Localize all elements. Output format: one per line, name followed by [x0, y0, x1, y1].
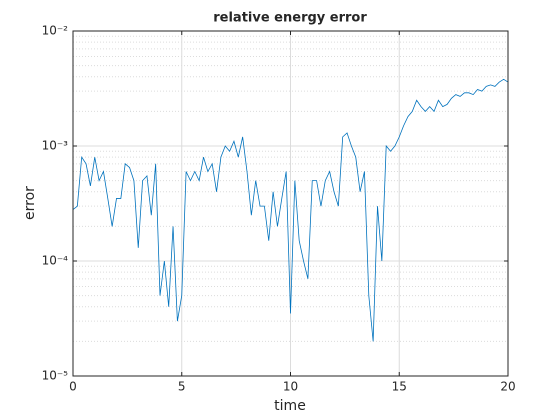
y-tick-label: 10⁻³ [42, 139, 69, 153]
x-tick-label: 0 [69, 380, 77, 394]
x-tick-label: 15 [392, 380, 407, 394]
y-tick-label: 10⁻⁵ [42, 369, 69, 383]
x-tick-label: 20 [500, 380, 515, 394]
y-axis-label: error [22, 186, 38, 220]
y-tick-label: 10⁻² [42, 24, 69, 38]
y-tick-label: 10⁻⁴ [42, 254, 69, 268]
x-tick-label: 10 [283, 380, 298, 394]
chart-title: relative energy error [213, 11, 367, 26]
data-line [72, 78, 509, 342]
x-tick-label: 5 [178, 380, 186, 394]
lines [72, 78, 509, 342]
x-axis-label: time [274, 398, 306, 414]
